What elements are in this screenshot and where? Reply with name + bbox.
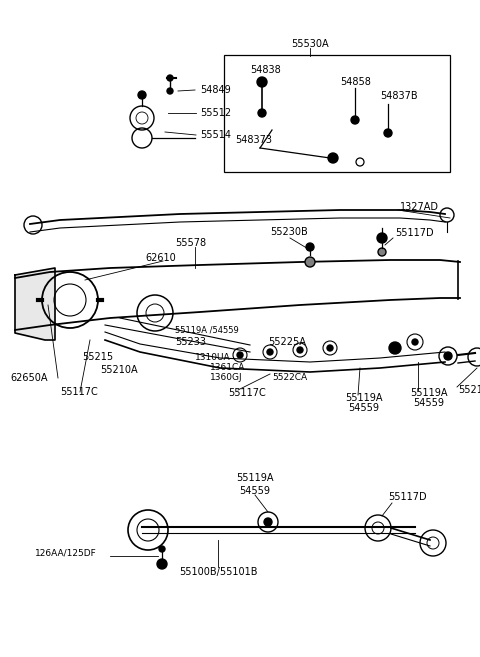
Text: 55215: 55215: [82, 352, 113, 362]
Text: 55117D: 55117D: [395, 228, 433, 238]
Text: 55119A: 55119A: [236, 473, 274, 483]
Text: 1360GJ: 1360GJ: [210, 373, 242, 382]
Text: 55119A /54559: 55119A /54559: [175, 325, 239, 334]
Circle shape: [378, 248, 386, 256]
Text: 1361CA: 1361CA: [210, 363, 245, 373]
Text: 55512: 55512: [200, 108, 231, 118]
Text: 62610: 62610: [145, 253, 176, 263]
Text: 55233: 55233: [175, 337, 206, 347]
Circle shape: [257, 77, 267, 87]
Text: 54838: 54838: [250, 65, 281, 75]
Text: 55225A: 55225A: [268, 337, 306, 347]
Circle shape: [138, 91, 146, 99]
Circle shape: [157, 559, 167, 569]
Text: 54849: 54849: [200, 85, 231, 95]
Text: 55230B: 55230B: [270, 227, 308, 237]
Circle shape: [327, 345, 333, 351]
Text: 55117C: 55117C: [60, 387, 98, 397]
Text: 55514: 55514: [200, 130, 231, 140]
Circle shape: [444, 352, 452, 360]
Circle shape: [351, 116, 359, 124]
Circle shape: [412, 339, 418, 345]
Text: 55100B/55101B: 55100B/55101B: [179, 567, 257, 577]
Circle shape: [384, 129, 392, 137]
Text: 62650A: 62650A: [10, 373, 48, 383]
Text: 54559: 54559: [413, 398, 444, 408]
Text: 55578: 55578: [175, 238, 206, 248]
Circle shape: [306, 243, 314, 251]
Text: 1327AD: 1327AD: [400, 202, 439, 212]
Text: 55119A: 55119A: [410, 388, 447, 398]
Circle shape: [167, 88, 173, 94]
Text: 54559: 54559: [240, 486, 271, 496]
Text: 55217A: 55217A: [458, 385, 480, 395]
Text: 54858: 54858: [340, 77, 371, 87]
Circle shape: [267, 349, 273, 355]
Text: 548373: 548373: [235, 135, 272, 145]
Circle shape: [389, 342, 401, 354]
Text: 54837B: 54837B: [380, 91, 418, 101]
Circle shape: [297, 347, 303, 353]
Circle shape: [237, 352, 243, 358]
Text: 1310UA: 1310UA: [195, 353, 230, 361]
Circle shape: [264, 518, 272, 526]
Circle shape: [258, 109, 266, 117]
Text: 55119A: 55119A: [345, 393, 383, 403]
Text: 55530A: 55530A: [291, 39, 329, 49]
Text: 5522CA: 5522CA: [272, 373, 307, 382]
Circle shape: [305, 257, 315, 267]
Text: 55117D: 55117D: [388, 492, 427, 502]
Polygon shape: [15, 268, 55, 340]
Bar: [224, 55, 450, 172]
Circle shape: [159, 546, 165, 552]
Text: 55210A: 55210A: [100, 365, 138, 375]
Circle shape: [377, 233, 387, 243]
Text: 54559: 54559: [348, 403, 379, 413]
Circle shape: [328, 153, 338, 163]
Text: 55117C: 55117C: [228, 388, 266, 398]
Circle shape: [167, 75, 173, 81]
Text: 126AA/125DF: 126AA/125DF: [35, 549, 97, 558]
